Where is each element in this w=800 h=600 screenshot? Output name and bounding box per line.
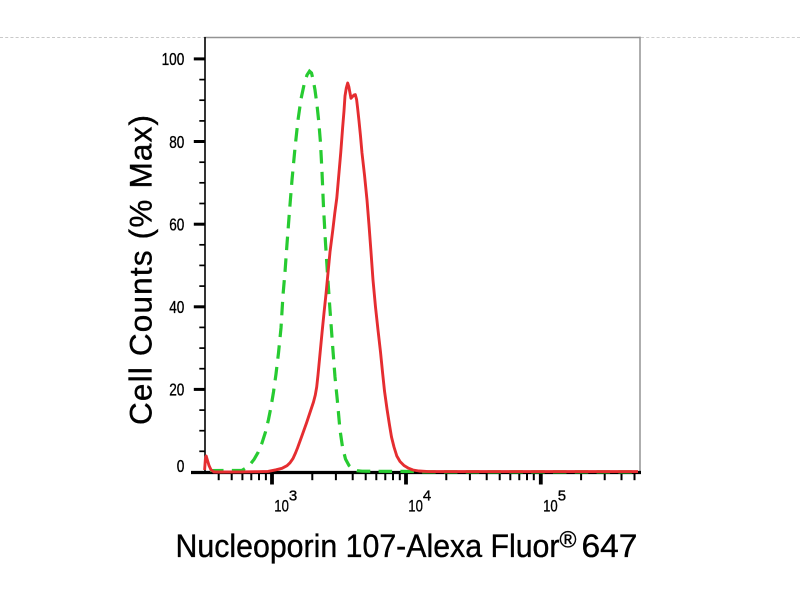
- svg-text:20: 20: [169, 380, 184, 400]
- svg-text:60: 60: [169, 215, 184, 235]
- svg-text:105: 105: [543, 488, 566, 516]
- svg-text:0: 0: [177, 456, 185, 476]
- svg-text:Cell Counts (% Max): Cell Counts (% Max): [123, 115, 159, 425]
- svg-text:Nucleoporin 107-Alexa Fluor®64: Nucleoporin 107-Alexa Fluor® 647: [176, 527, 638, 564]
- svg-text:103: 103: [274, 488, 297, 516]
- svg-text:104: 104: [408, 488, 431, 516]
- svg-text:100: 100: [162, 49, 185, 69]
- svg-text:80: 80: [169, 132, 184, 152]
- svg-text:40: 40: [169, 297, 184, 317]
